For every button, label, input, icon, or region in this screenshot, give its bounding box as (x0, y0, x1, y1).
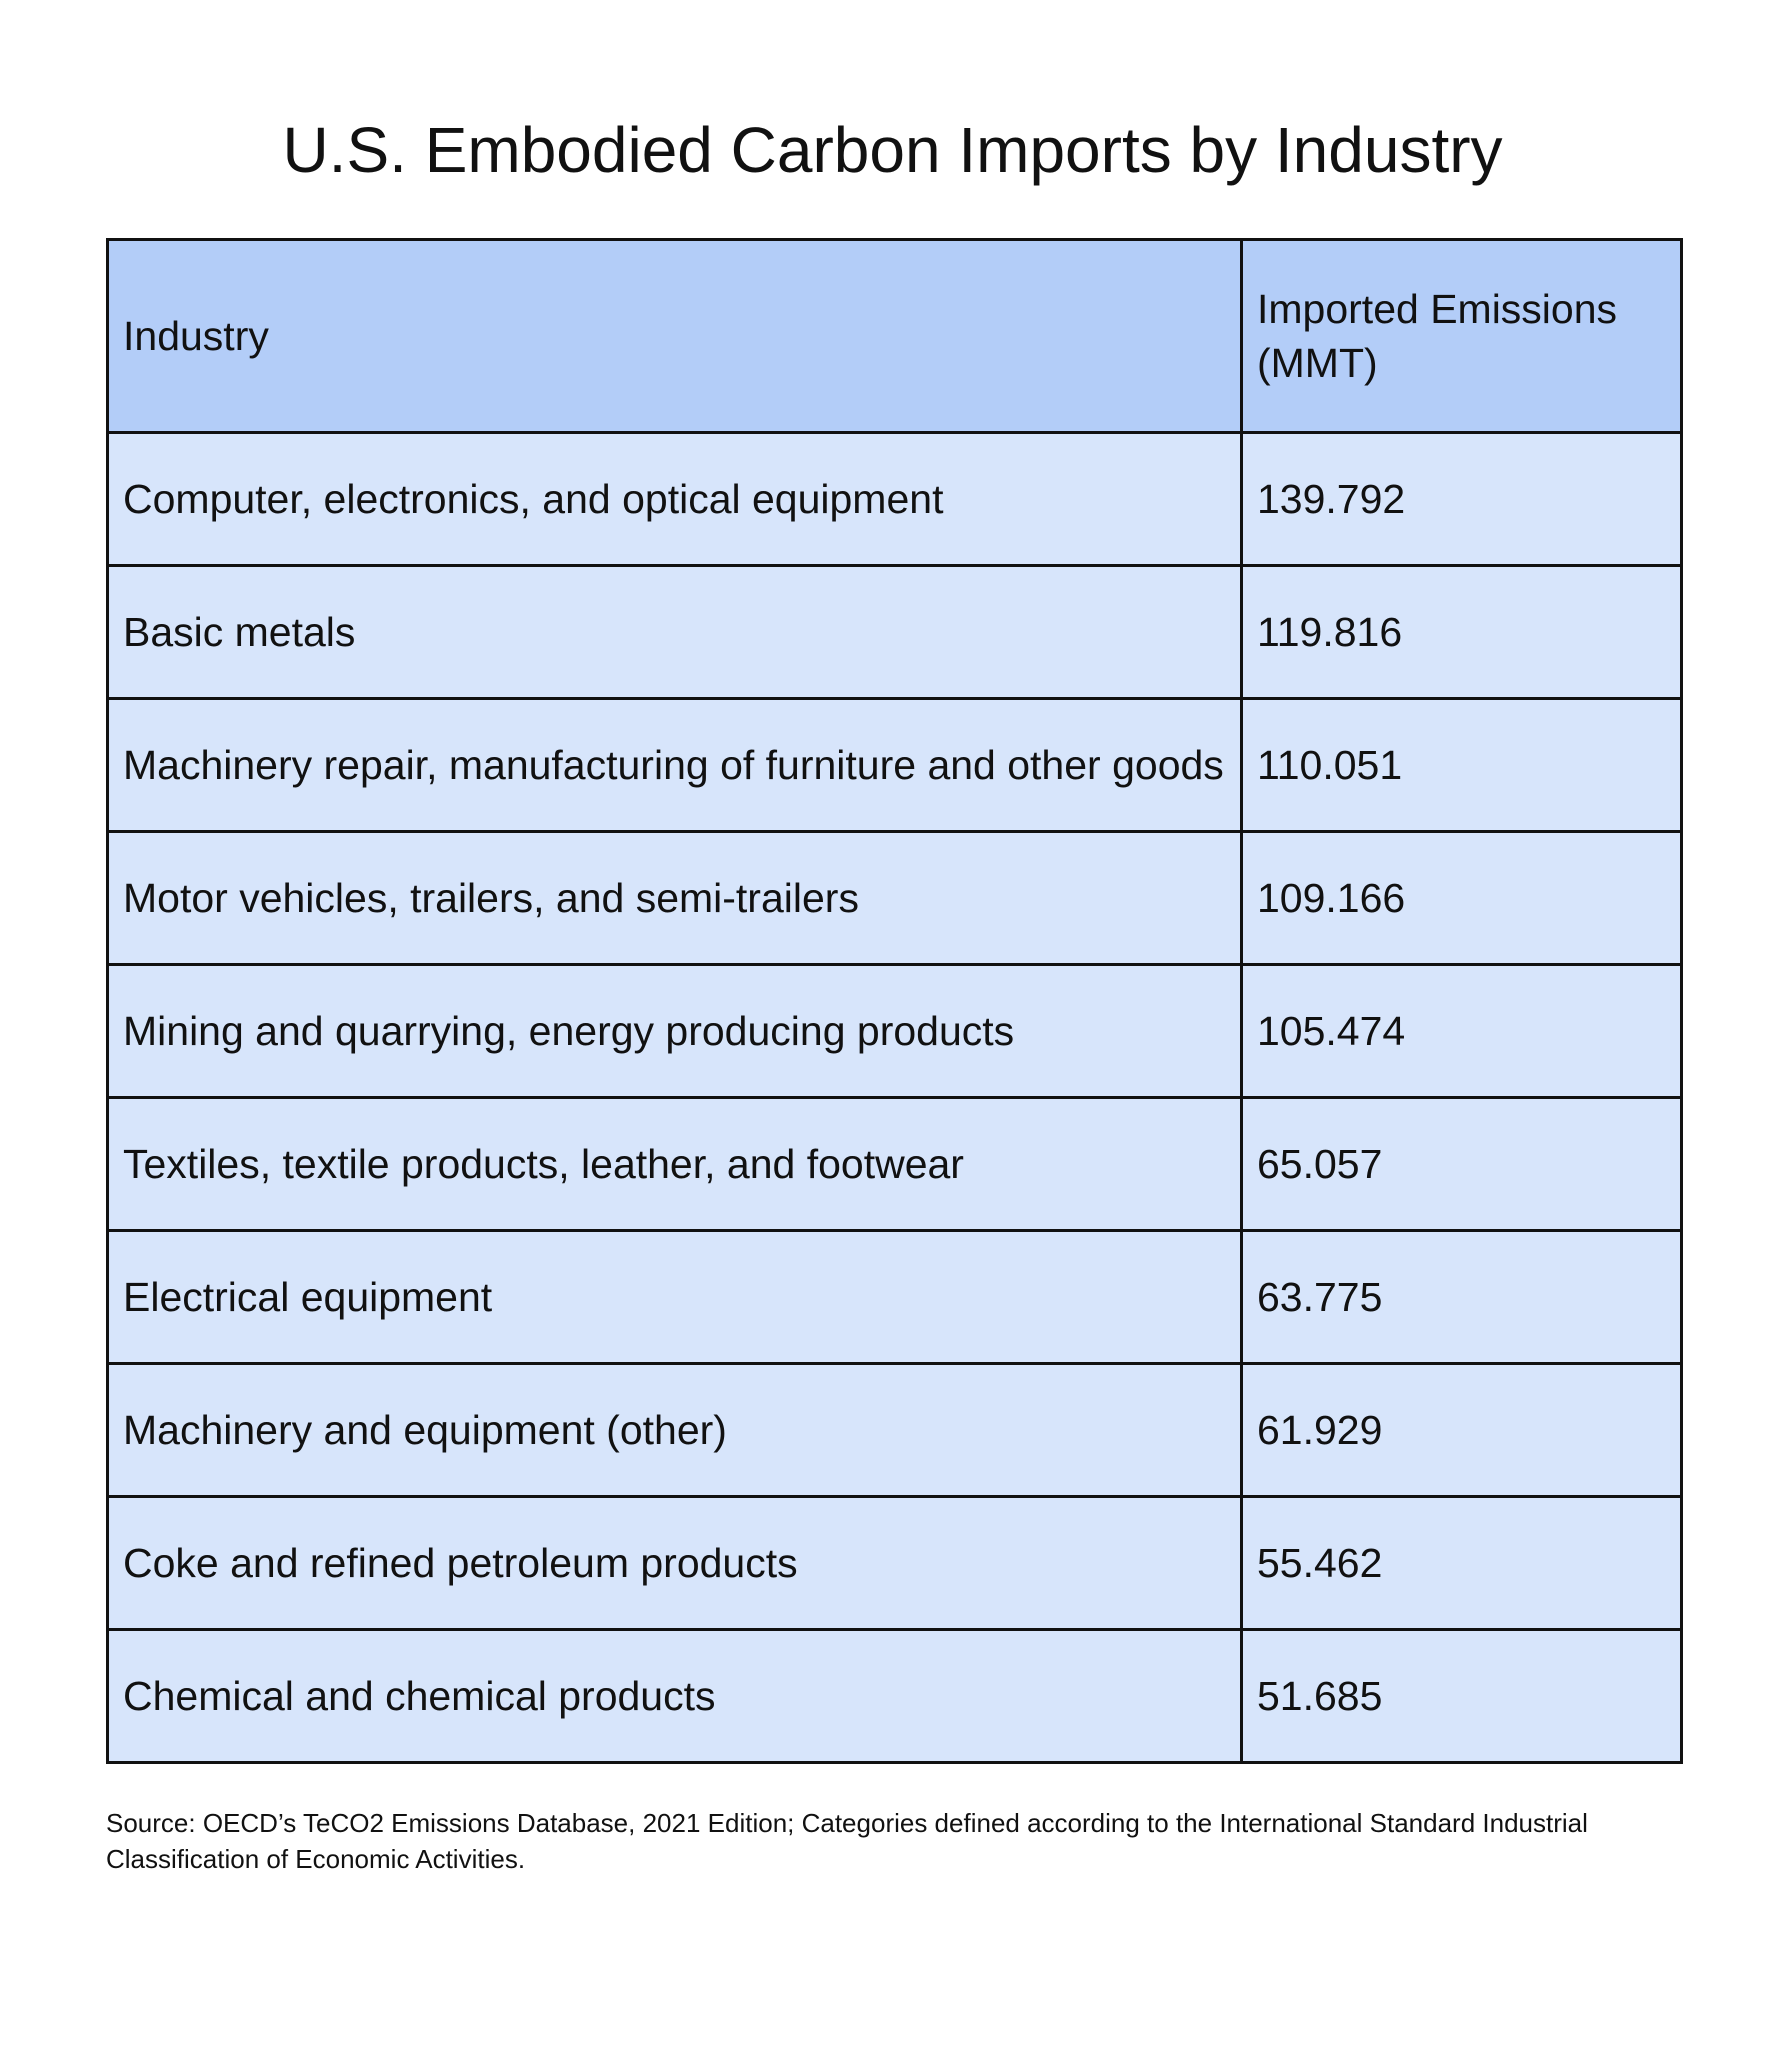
table-row: Chemical and chemical products 51.685 (106, 1628, 1683, 1764)
value-cell: 110.051 (1240, 697, 1683, 833)
title: U.S. Embodied Carbon Imports by Industry (282, 114, 1503, 186)
value-cell: 65.057 (1240, 1096, 1683, 1232)
value-cell: 109.166 (1240, 830, 1683, 966)
header-text: Imported Emissions (MMT) (1257, 286, 1618, 386)
table-row: Electrical equipment 63.775 (106, 1229, 1683, 1365)
value-cell: 55.462 (1240, 1495, 1683, 1631)
table-row: Computer, electronics, and optical equip… (106, 431, 1683, 567)
value-cell: 119.816 (1240, 564, 1683, 700)
table-row: Coke and refined petroleum products 55.46… (106, 1495, 1683, 1631)
value-cell: 61.929 (1240, 1362, 1683, 1498)
header-cell: Imported Emissions (MMT) (1240, 238, 1683, 434)
value-cell: 139.792 (1240, 431, 1683, 567)
table-row: Mining and quarrying, energy producing p… (106, 963, 1683, 1099)
industry-cell: Chemical and chemical products (106, 1628, 1243, 1764)
header-row: Industry Imported Emissions (MMT) (106, 238, 1683, 434)
table-row: Machinery repair, manufacturing of furni… (106, 697, 1683, 833)
table-row: Machinery and equipment (other) 61.929 (106, 1362, 1683, 1498)
value-cell: 105.474 (1240, 963, 1683, 1099)
source-note: Source: OECD’s TeCO2 Emissions Database,… (106, 1808, 1588, 1874)
table-body: Computer, electronics, and optical equip… (106, 431, 1683, 1764)
table-row: Textiles, textile products, leather, and… (106, 1096, 1683, 1232)
value-cell: 51.685 (1240, 1628, 1683, 1764)
value-cell: 63.775 (1240, 1229, 1683, 1365)
industry-cell: Mining and quarrying, energy producing p… (106, 963, 1243, 1099)
industry-cell: Machinery repair, manufacturing of furni… (106, 697, 1243, 833)
industry-cell: Textiles, textile products, leather, and… (106, 1096, 1243, 1232)
header-cell: Industry (106, 238, 1243, 434)
industry-cell: Electrical equipment (106, 1229, 1243, 1365)
industry-cell: Motor vehicles, trailers, and semi-trail… (106, 830, 1243, 966)
table: Industry Imported Emissions (MMT) Compute… (106, 238, 1683, 1764)
header-text: Industry (123, 313, 269, 359)
industry-cell: Basic metals (106, 564, 1243, 700)
industry-cell: Coke and refined petroleum products (106, 1495, 1243, 1631)
industry-cell: Machinery and equipment (other) (106, 1362, 1243, 1498)
table-row: Basic metals 119.816 (106, 564, 1683, 700)
industry-cell: Computer, electronics, and optical equip… (106, 431, 1243, 567)
table-row: Motor vehicles, trailers, and semi-trail… (106, 830, 1683, 966)
